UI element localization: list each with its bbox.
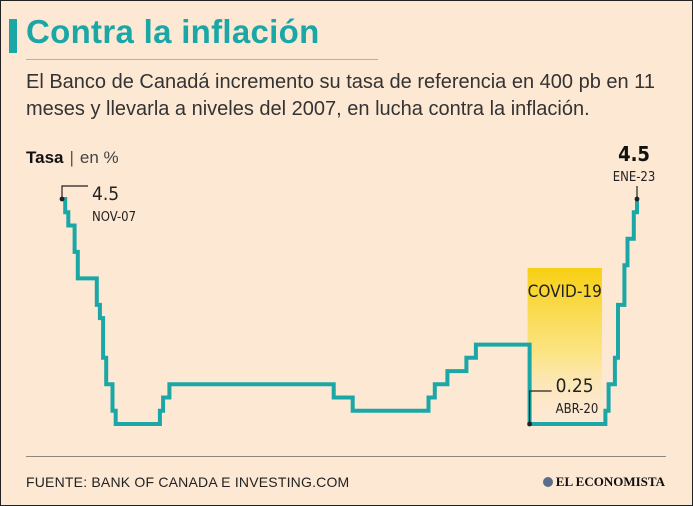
series-line-tasa [62,197,639,426]
annotation-label-abr20: ABR-20 [556,402,599,417]
annotation-label-ene23: ENE-23 [613,170,656,185]
y-axis-label-bold: Tasa [26,148,64,167]
annotation-value-abr20: 0.25 [556,375,594,397]
title-underline [26,59,378,60]
annotation-label-nov07: NOV-07 [92,210,136,225]
covid-highlight-band [527,268,602,428]
brand-logo: EL ECONOMISTA [542,474,665,490]
y-axis-label-separator: | [69,148,74,167]
y-axis-label: Tasa | en % [26,148,119,168]
source-note: FUENTE: BANK OF CANADA E INVESTING.COM [26,474,350,490]
brand-name: EL ECONOMISTA [555,474,665,489]
page-title: Contra la inflación [26,13,320,50]
annotation-leader-nov07 [61,185,88,199]
footer-rule [26,456,666,457]
y-axis-label-unit: en % [79,148,119,167]
annotation-value-ene23: 4.5 [618,142,650,166]
brand-mark-icon [542,477,553,487]
annotation-value-nov07: 4.5 [92,183,119,205]
title-accent-bar [9,19,17,53]
subtitle: El Banco de Canadá incremento su tasa de… [26,71,655,120]
annotation-leader-abr20 [528,390,552,424]
covid-highlight-label: COVID-19 [528,282,602,302]
